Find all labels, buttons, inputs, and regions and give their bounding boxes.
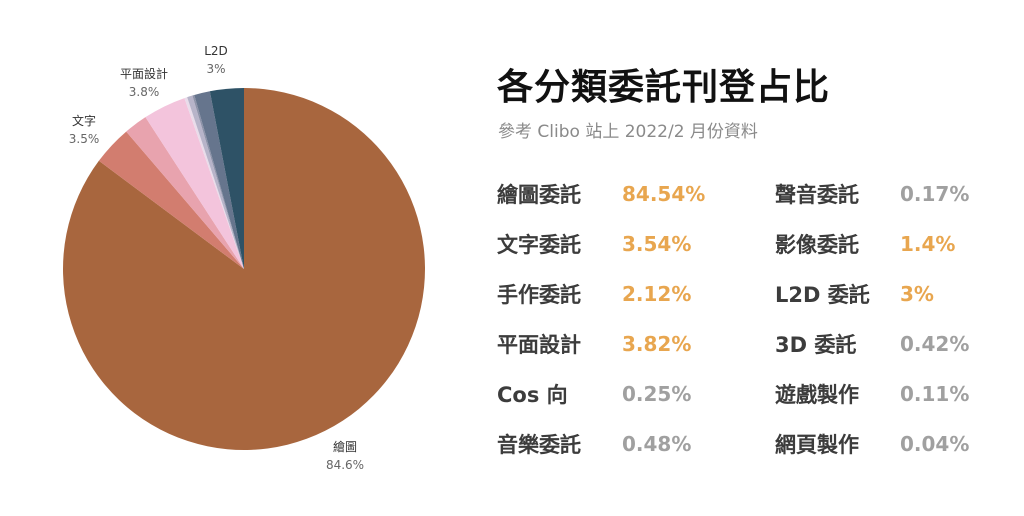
pie-label-name: 繪圖 (333, 439, 357, 454)
legend-item-name: 網頁製作 (775, 433, 859, 457)
legend-item: 平面設計 3.82% (497, 328, 727, 360)
pie-slice-4 (184, 97, 244, 269)
legend-item-value: 0.48% (622, 432, 692, 456)
pie-slice-2 (126, 117, 244, 270)
pie-label-value: 3% (206, 62, 225, 76)
legend-item: Cos 向 0.25% (497, 378, 727, 410)
legend-item-name: Cos 向 (497, 383, 568, 407)
legend-item-value: 1.4% (900, 232, 956, 256)
pie-slices (62, 88, 426, 450)
legend-item-name: 繪圖委託 (497, 183, 581, 207)
legend-item: 聲音委託 0.17% (775, 178, 1005, 210)
legend-item: 文字委託 3.54% (497, 228, 727, 260)
pie-label-value: 3.5% (69, 132, 100, 146)
legend-item: 手作委託 2.12% (497, 278, 727, 310)
legend-item: 遊戲製作 0.11% (775, 378, 1005, 410)
pie-slice-3 (145, 98, 244, 269)
legend-item-name: 音樂委託 (497, 433, 581, 457)
legend-item-name: 聲音委託 (775, 183, 859, 207)
legend-item: 音樂委託 0.48% (497, 428, 727, 460)
pie-slice-7 (194, 91, 244, 270)
legend-item-value: 84.54% (622, 182, 706, 206)
legend-item: 網頁製作 0.04% (775, 428, 1005, 460)
legend: 繪圖委託 84.54% 文字委託 3.54% 手作委託 2.12% 平面設計 3.82% Cos… (497, 178, 997, 478)
pie-slice-8 (209, 88, 244, 269)
legend-item-value: 0.11% (900, 382, 970, 406)
chart-subtitle: 參考 Clibo 站上 2022/2 月份資料 (498, 122, 758, 142)
legend-item-value: 2.12% (622, 282, 692, 306)
legend-item: 影像委託 1.4% (775, 228, 1005, 260)
legend-item-value: 0.25% (622, 382, 692, 406)
legend-item-value: 0.42% (900, 332, 970, 356)
legend-item: 3D 委託 0.42% (775, 328, 1005, 360)
pie-label-name: 平面設計 (120, 66, 168, 81)
pie-label-name: 文字 (72, 113, 96, 128)
pie-slice-1 (98, 131, 245, 269)
legend-item-name: 手作委託 (497, 283, 581, 307)
legend-item-value: 0.04% (900, 432, 970, 456)
legend-item-name: 遊戲製作 (775, 383, 859, 407)
legend-item: 繪圖委託 84.54% (497, 178, 727, 210)
legend-item-value: 3.82% (622, 332, 692, 356)
pie-slice-6 (192, 94, 244, 269)
legend-item-name: 文字委託 (497, 233, 581, 257)
pie-label-value: 3.8% (129, 85, 160, 99)
legend-item-name: 平面設計 (497, 333, 581, 357)
legend-item-name: 影像委託 (775, 233, 859, 257)
pie-label-value: 84.6% (326, 458, 364, 472)
legend-item-name: 3D 委託 (775, 333, 857, 357)
pie-label-name: L2D (204, 44, 228, 58)
chart-title: 各分類委託刊登占比 (497, 67, 831, 108)
legend-item-value: 3% (900, 282, 934, 306)
pie-slice-5 (187, 95, 244, 269)
legend-item: L2D 委託 3% (775, 278, 1005, 310)
legend-item-name: L2D 委託 (775, 283, 870, 307)
legend-item-value: 3.54% (622, 232, 692, 256)
pie-labels: 繪圖 84.6% 文字 3.5% 平面設計 3.8% L2D 3% (69, 44, 364, 472)
legend-item-value: 0.17% (900, 182, 970, 206)
